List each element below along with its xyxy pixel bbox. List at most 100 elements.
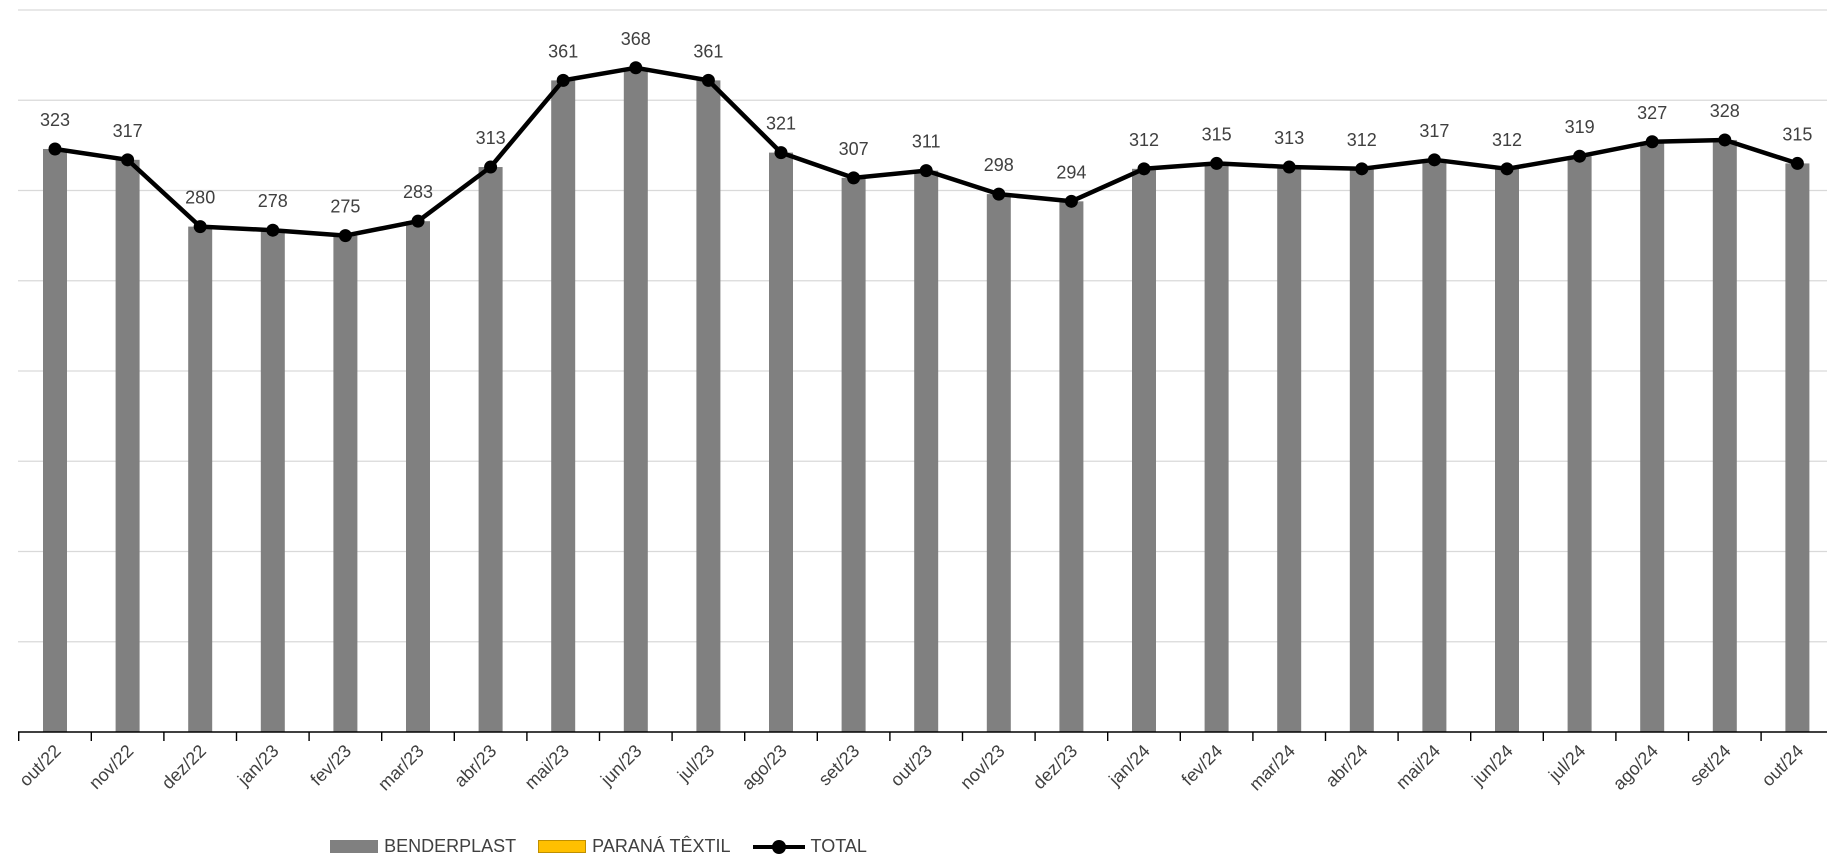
data-label-jun/24: 312 — [1492, 130, 1522, 150]
data-label-dez/23: 294 — [1056, 162, 1086, 182]
x-tick-label-set/23: set/23 — [815, 741, 864, 790]
total-point-out/22 — [48, 142, 62, 156]
total-point-set/24 — [1718, 133, 1732, 147]
bar-dez/23 — [1059, 201, 1084, 732]
x-tick-labels: out/22 nov/22 dez/22 jan/23 fev/23 mar/23 abr/… — [15, 741, 1807, 795]
bar-abr/24 — [1349, 168, 1374, 733]
data-label-mar/23: 283 — [403, 182, 433, 202]
x-tick-label-out/23: out/23 — [886, 741, 936, 791]
bar-out/23 — [914, 170, 939, 732]
x-tick-label-fev/23: fev/23 — [306, 741, 355, 790]
legend-item-parana-textil: PARANÁ TÊXTIL — [538, 836, 731, 857]
bar-fev/24 — [1204, 163, 1229, 733]
bar-jul/24 — [1567, 156, 1592, 732]
total-point-fev/23 — [338, 229, 352, 243]
x-tick-label-ago/23: ago/23 — [738, 741, 791, 794]
data-label-jun/23: 368 — [621, 29, 651, 49]
total-point-nov/22 — [121, 153, 135, 167]
data-label-fev/23: 275 — [330, 197, 360, 217]
data-label-abr/24: 312 — [1347, 130, 1377, 150]
legend: BENDERPLAST PARANÁ TÊXTIL TOTAL — [0, 836, 1197, 857]
data-label-ago/23: 321 — [766, 114, 796, 134]
data-label-jan/24: 312 — [1129, 130, 1159, 150]
total-point-jul/24 — [1573, 149, 1587, 163]
x-tick-label-nov/23: nov/23 — [956, 741, 1008, 793]
data-label-set/24: 328 — [1710, 101, 1740, 121]
total-point-set/23 — [847, 171, 861, 185]
bar-series-benderplast — [43, 67, 1810, 733]
data-label-mai/24: 317 — [1419, 121, 1449, 141]
data-label-out/23: 311 — [912, 132, 941, 152]
bar-mar/24 — [1277, 167, 1302, 732]
legend-item-total: TOTAL — [752, 836, 867, 857]
bar-fev/23 — [333, 235, 358, 732]
x-tick-label-abr/24: abr/24 — [1321, 741, 1371, 791]
bar-dez/22 — [188, 226, 213, 732]
bar-jul/23 — [696, 80, 721, 732]
x-tick-label-mar/24: mar/24 — [1245, 741, 1299, 795]
data-label-mai/23: 361 — [548, 41, 578, 61]
x-tick-label-abr/23: abr/23 — [450, 741, 500, 791]
x-tick-label-mai/24: mai/24 — [1392, 741, 1444, 793]
x-tick-label-mai/23: mai/23 — [521, 741, 573, 793]
data-label-abr/23: 313 — [476, 128, 506, 148]
legend-swatch-parana-textil — [538, 840, 587, 853]
bar-abr/23 — [478, 167, 503, 732]
bar-out/22 — [43, 148, 67, 733]
x-tick-label-nov/22: nov/22 — [85, 741, 137, 793]
data-label-fev/24: 315 — [1202, 124, 1232, 144]
bar-mai/24 — [1422, 159, 1447, 732]
total-point-fev/24 — [1210, 156, 1224, 170]
x-tick-label-jul/23: jul/23 — [673, 741, 718, 786]
legend-label-total: TOTAL — [810, 836, 867, 856]
data-label-nov/22: 317 — [113, 121, 143, 141]
total-point-out/23 — [919, 164, 933, 178]
data-label-out/24: 315 — [1782, 124, 1812, 144]
bar-jan/24 — [1132, 168, 1156, 733]
legend-swatch-benderplast — [330, 840, 379, 853]
bar-mai/23 — [551, 80, 576, 732]
data-label-ago/24: 327 — [1637, 103, 1667, 123]
x-tick-label-out/22: out/22 — [15, 741, 65, 791]
data-label-nov/23: 298 — [984, 155, 1014, 175]
total-point-jun/24 — [1500, 162, 1514, 176]
x-tick-label-jun/23: jun/23 — [596, 741, 646, 791]
bar-set/24 — [1712, 139, 1737, 732]
x-axis — [18, 731, 1827, 741]
data-label-dez/22: 280 — [185, 188, 215, 208]
total-point-nov/23 — [992, 187, 1006, 201]
x-tick-label-mar/23: mar/23 — [374, 741, 428, 795]
bar-ago/24 — [1640, 141, 1665, 732]
total-point-jan/23 — [266, 223, 280, 237]
x-tick-label-ago/24: ago/24 — [1609, 741, 1662, 794]
total-point-ago/24 — [1645, 135, 1659, 149]
total-point-dez/22 — [193, 220, 207, 234]
data-label-jan/23: 278 — [258, 191, 288, 211]
x-tick-label-jul/24: jul/24 — [1544, 741, 1589, 786]
data-label-out/22: 323 — [40, 110, 70, 130]
total-point-jun/23 — [629, 61, 643, 75]
x-tick-label-fev/24: fev/24 — [1178, 741, 1227, 790]
bar-mar/23 — [406, 221, 430, 732]
line-series-total — [48, 61, 1804, 243]
total-point-jan/24 — [1137, 162, 1151, 176]
x-tick-label-dez/23: dez/23 — [1029, 741, 1081, 793]
data-label-jul/24: 319 — [1565, 117, 1595, 137]
legend-label-benderplast: BENDERPLAST — [384, 836, 517, 856]
bar-jan/23 — [260, 230, 285, 732]
x-tick-label-dez/22: dez/22 — [158, 741, 210, 793]
legend-label-parana-textil: PARANÁ TÊXTIL — [592, 836, 731, 856]
total-point-mar/24 — [1282, 160, 1296, 174]
total-point-dez/23 — [1064, 194, 1078, 208]
total-point-jul/23 — [701, 73, 715, 87]
x-tick-label-set/24: set/24 — [1686, 741, 1735, 790]
bar-out/24 — [1785, 163, 1810, 733]
total-point-ago/23 — [774, 146, 788, 160]
x-tick-label-jan/24: jan/24 — [1104, 741, 1154, 791]
total-point-abr/23 — [484, 160, 498, 174]
x-tick-label-out/24: out/24 — [1758, 741, 1808, 791]
data-label-jul/23: 361 — [693, 41, 723, 61]
total-point-abr/24 — [1355, 162, 1369, 176]
bar-ago/23 — [769, 152, 793, 733]
